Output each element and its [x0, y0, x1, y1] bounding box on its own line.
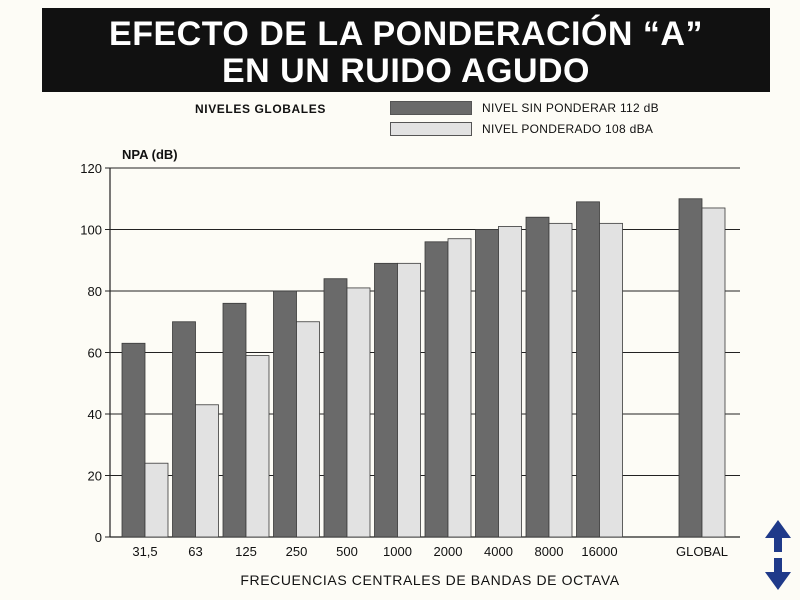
y-tick-label: 60 [88, 346, 102, 361]
scroll-down-button[interactable] [763, 556, 793, 592]
bar-unweighted [576, 201, 600, 538]
bar-weighted [144, 462, 169, 538]
bar-weighted [195, 404, 219, 538]
bar-unweighted [323, 278, 348, 538]
y-tick-label: 40 [88, 407, 102, 422]
bar-weighted [245, 355, 270, 538]
bar-unweighted [525, 216, 550, 538]
y-tick-label: 120 [80, 161, 102, 176]
y-tick-label: 20 [88, 469, 102, 484]
bar-unweighted [374, 262, 398, 538]
legend-label-unweighted: NIVEL SIN PONDERAR 112 dB [482, 101, 659, 115]
x-tick-label: 63 [188, 544, 202, 559]
bar-weighted [548, 222, 573, 538]
x-tick-label: 31,5 [132, 544, 157, 559]
legend-heading: NIVELES GLOBALES [195, 102, 326, 116]
y-tick-label: 100 [80, 223, 102, 238]
legend-label-weighted: NIVEL PONDERADO 108 dBA [482, 122, 654, 136]
bar-weighted [498, 226, 522, 538]
y-tick-label: 80 [88, 284, 102, 299]
x-axis-title: FRECUENCIAS CENTRALES DE BANDAS DE OCTAV… [240, 572, 620, 588]
bar-unweighted [475, 229, 499, 538]
chart-title-line-1: EFECTO DE LA PONDERACIÓN “A” [109, 15, 703, 53]
down-arrow-icon [765, 558, 791, 590]
bar-unweighted [121, 342, 146, 538]
x-tick-label: GLOBAL [676, 544, 728, 559]
title-banner: EFECTO DE LA PONDERACIÓN “A” EN UN RUIDO… [42, 8, 770, 92]
bar-unweighted [222, 302, 247, 538]
bar-unweighted [424, 241, 449, 538]
x-tick-label: 4000 [484, 544, 513, 559]
legend-swatch-unweighted [390, 101, 472, 115]
x-tick-label: 500 [336, 544, 358, 559]
chart-title-line-2: EN UN RUIDO AGUDO [221, 52, 591, 90]
bar-weighted [701, 207, 726, 538]
bar-weighted [599, 222, 623, 538]
bar-unweighted [172, 321, 196, 538]
scroll-up-button[interactable] [763, 518, 793, 554]
x-tick-label: 250 [286, 544, 308, 559]
y-axis-title: NPA (dB) [122, 147, 178, 162]
x-tick-label: 8000 [535, 544, 564, 559]
x-tick-label: 1000 [383, 544, 412, 559]
bar-weighted [447, 238, 472, 538]
x-tick-label: 16000 [581, 544, 617, 559]
x-tick-label: 125 [235, 544, 257, 559]
bar-weighted [346, 287, 371, 538]
legend-swatch-weighted [390, 122, 472, 136]
bar-weighted [296, 321, 320, 538]
bar-unweighted [273, 290, 297, 538]
x-tick-label: 2000 [434, 544, 463, 559]
bar-unweighted [678, 198, 703, 538]
up-arrow-icon [765, 520, 791, 552]
y-tick-label: 0 [95, 530, 102, 545]
bar-weighted [397, 262, 421, 538]
